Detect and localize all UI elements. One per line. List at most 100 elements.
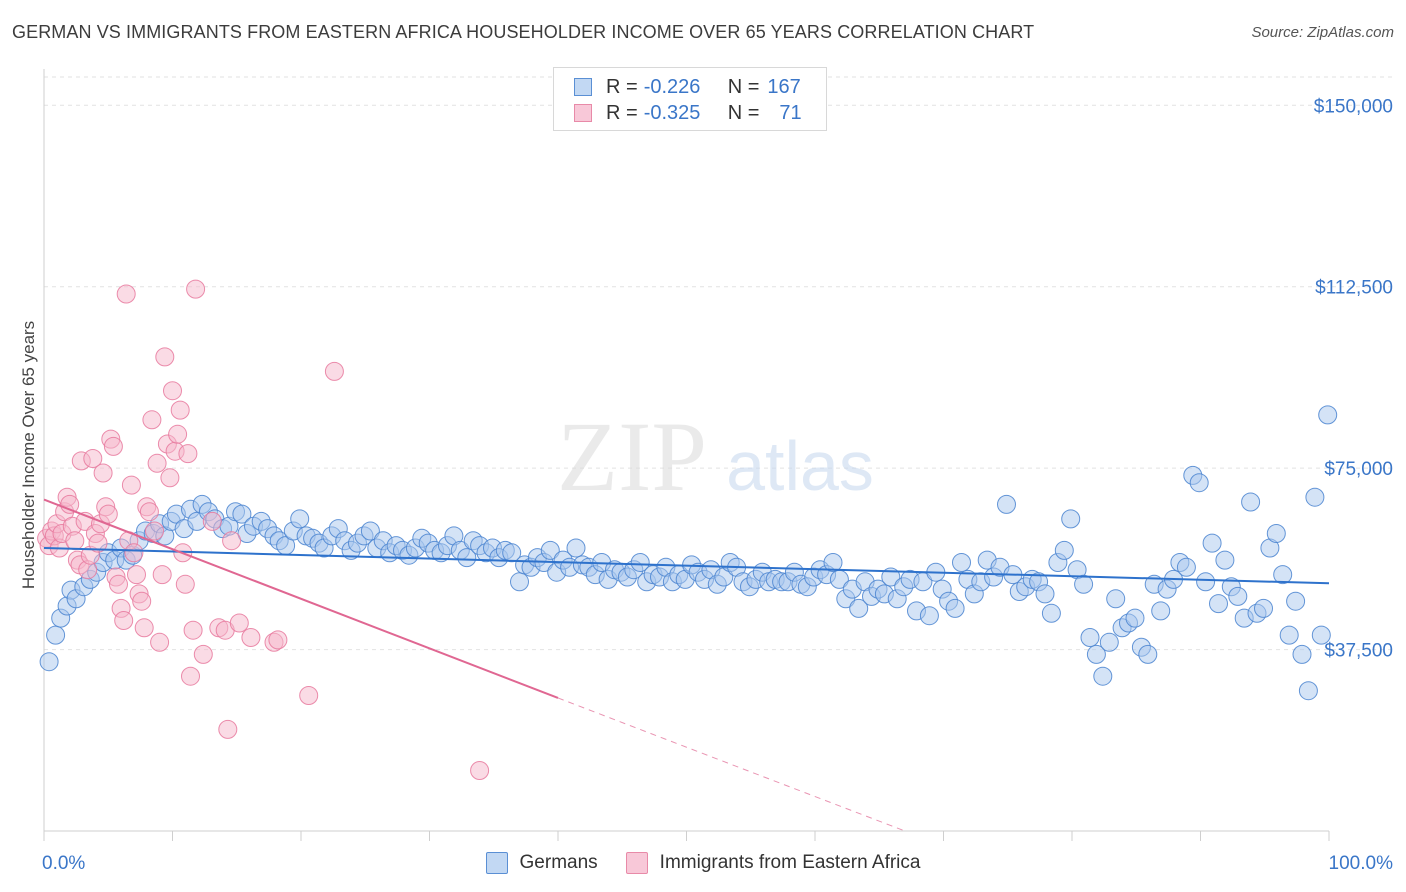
eastern-africa-point-20 (88, 533, 108, 553)
eastern-africa-point-60 (202, 511, 222, 531)
germans-point-163 (1080, 628, 1100, 647)
germans-point-40 (290, 509, 310, 529)
source-label: Source: ZipAtlas.com (1251, 24, 1394, 41)
eastern-africa-point-34 (124, 543, 144, 563)
germans-point-193 (1273, 565, 1293, 585)
eastern-africa-point-58 (186, 279, 206, 299)
germans-point-0 (39, 652, 59, 672)
y-tick-label-1: $75,000 (1324, 459, 1393, 480)
watermark-atlas: atlas (726, 427, 874, 505)
y-tick-label-2: $112,500 (1315, 278, 1393, 299)
germans-point-170 (1125, 608, 1145, 628)
y-tick-label-3: $150,000 (1314, 96, 1393, 117)
germans-point-192 (1266, 524, 1286, 543)
germans-point-138 (919, 606, 939, 626)
series-legend-germans: Germans (485, 852, 598, 874)
series-legend-label: Germans (519, 852, 598, 873)
eastern-africa-point-37 (132, 591, 152, 611)
y-axis-label: Householder Income Over 65 years (19, 321, 38, 589)
x-tick-labels: 0.0% 100.0% (42, 853, 1393, 874)
germans-point-198 (1305, 487, 1325, 507)
eastern-africa-point-40 (139, 502, 159, 522)
germans-point-166 (1099, 632, 1119, 652)
germans-point-184 (1215, 550, 1235, 570)
germans-point-83 (566, 538, 586, 558)
legend-swatch-blue (574, 78, 592, 96)
eastern-africa-point-38 (134, 618, 154, 638)
y-tick-label-0: $37,500 (1324, 641, 1393, 662)
eastern-africa-point-42 (145, 521, 164, 541)
series-legend-eastern-africa: Immigrants from Eastern Africa (625, 852, 921, 874)
germans-point-174 (1151, 601, 1171, 621)
germans-point-159 (1054, 540, 1074, 560)
eastern-africa-point-65 (229, 613, 249, 633)
eastern-africa-point-48 (160, 468, 180, 488)
germans-point-194 (1279, 625, 1299, 645)
eastern-africa-point-71 (470, 761, 490, 780)
eastern-africa-point-66 (241, 628, 261, 647)
germans-point-157 (1041, 603, 1061, 623)
series-legend-label: Immigrants from Eastern Africa (659, 852, 921, 873)
germans-point-143 (952, 553, 971, 572)
germans-point-200 (1318, 405, 1338, 425)
germans-point-31 (232, 504, 252, 524)
germans-point-180 (1189, 473, 1209, 493)
eastern-africa-point-33 (121, 475, 141, 495)
germans-point-197 (1298, 681, 1318, 701)
trend-lines (43, 498, 1330, 832)
eastern-africa-point-57 (183, 620, 203, 640)
germans-point-196 (1292, 644, 1312, 664)
eastern-africa-point-9 (60, 494, 80, 514)
series-legend-swatch-pink (625, 852, 648, 874)
eastern-africa-point-51 (168, 424, 188, 444)
germans-point-150 (997, 494, 1016, 514)
eastern-africa-point-30 (114, 611, 134, 630)
eastern-africa-point-56 (181, 666, 200, 686)
correlation-legend: R = -0.226 N = 167 R = -0.325 N = 71 (553, 67, 827, 131)
x-tick-label-0: 0.0% (42, 853, 85, 874)
trend-eastern-africa (43, 498, 559, 699)
germans-point-93 (630, 553, 650, 572)
germans-point-164 (1086, 644, 1106, 664)
legend-n-label: N = (727, 101, 760, 124)
eastern-africa-point-31 (116, 284, 136, 304)
legend-row-germans: R = -0.226 N = 167 (574, 75, 801, 99)
legend-n-value: 71 (779, 101, 802, 124)
eastern-africa-point-26 (103, 436, 123, 456)
germans-point-188 (1241, 492, 1261, 512)
germans-point-167 (1106, 589, 1126, 609)
eastern-africa-point-70 (324, 361, 344, 381)
eastern-africa-point-11 (65, 531, 85, 551)
germans-point-123 (823, 553, 843, 572)
germans-point-195 (1286, 591, 1306, 611)
eastern-africa-point-59 (193, 644, 213, 664)
eastern-africa-point-18 (83, 449, 103, 468)
germans-point-190 (1254, 598, 1273, 618)
trend-eastern-africa-extension (557, 697, 906, 832)
series-eastern-africa (37, 279, 490, 780)
eastern-africa-point-43 (147, 453, 167, 473)
eastern-africa-point-28 (109, 574, 128, 594)
germans-point-156 (1035, 584, 1055, 604)
germans-point-165 (1093, 666, 1113, 686)
germans-point-186 (1228, 586, 1248, 606)
eastern-africa-point-69 (299, 686, 319, 705)
y-tick-labels: $37,500 $75,000 $112,500 $150,000 (1314, 96, 1393, 661)
series-germans (39, 405, 1338, 701)
eastern-africa-point-22 (93, 463, 113, 483)
legend-n-label: N = (727, 75, 760, 98)
germans-point-182 (1202, 533, 1222, 553)
eastern-africa-point-68 (268, 630, 288, 650)
legend-row-eastern-africa: R = -0.325 N = 71 (574, 101, 802, 125)
legend-r-label: R = (606, 101, 638, 124)
legend-n-value: 167 (767, 75, 801, 98)
x-tick-label-1: 100.0% (1329, 853, 1394, 874)
eastern-africa-point-54 (175, 574, 195, 594)
chart-title: GERMAN VS IMMIGRANTS FROM EASTERN AFRICA… (12, 22, 1035, 42)
germans-point-178 (1176, 557, 1196, 577)
germans-point-51 (360, 521, 380, 541)
eastern-africa-point-44 (150, 632, 170, 652)
germans-point-132 (881, 567, 901, 587)
